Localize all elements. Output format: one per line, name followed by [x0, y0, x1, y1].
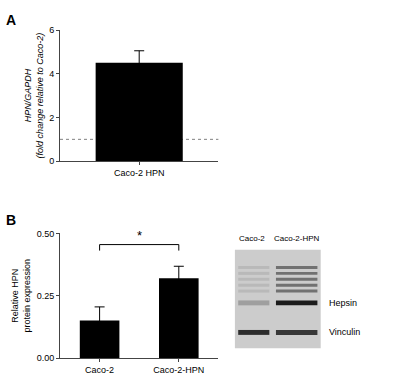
- svg-text:Caco-2: Caco-2: [239, 234, 265, 243]
- svg-text:0: 0: [49, 156, 54, 166]
- svg-text:B: B: [6, 212, 16, 228]
- svg-text:Caco-2: Caco-2: [85, 365, 114, 375]
- svg-text:Hepsin: Hepsin: [329, 298, 357, 308]
- svg-text:0.25: 0.25: [37, 291, 55, 301]
- svg-text:0.00: 0.00: [37, 353, 55, 363]
- svg-text:A: A: [6, 12, 16, 28]
- svg-text:Caco-2-HPN: Caco-2-HPN: [153, 365, 204, 375]
- svg-text:2: 2: [49, 113, 54, 123]
- svg-text:0.50: 0.50: [37, 229, 55, 239]
- svg-text:*: *: [137, 228, 142, 243]
- svg-text:Vinculin: Vinculin: [329, 327, 360, 337]
- svg-text:HPN/GAPDH(fold change relative: HPN/GAPDH(fold change relative to Caco-2…: [23, 33, 45, 159]
- svg-text:4: 4: [49, 69, 54, 79]
- svg-text:Caco-2-HPN: Caco-2-HPN: [274, 234, 320, 243]
- svg-text:6: 6: [49, 25, 54, 35]
- svg-text:Caco-2 HPN: Caco-2 HPN: [114, 168, 165, 178]
- svg-text:Relative HPNprotein expression: Relative HPNprotein expression: [10, 259, 32, 333]
